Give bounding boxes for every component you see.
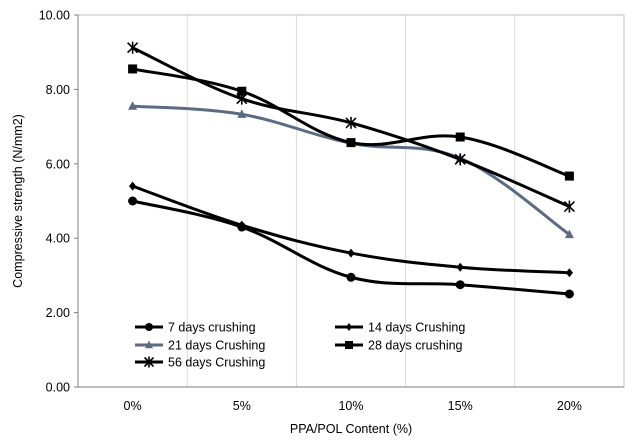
x-tick-label: 20% [557, 399, 582, 413]
y-axis-title: Compressive strength (N/mm2) [11, 114, 25, 288]
series-5 [127, 41, 575, 213]
legend-label: 14 days Crushing [368, 321, 465, 335]
grid [77, 15, 625, 387]
legend-label: 7 days crushing [168, 321, 256, 335]
y-tick-label: 10.00 [39, 9, 70, 23]
legend-marker [143, 356, 155, 368]
data-point [127, 41, 139, 54]
data-point [564, 289, 574, 299]
series-line [131, 184, 571, 275]
legend-item: 14 days Crushing [335, 321, 465, 335]
data-point [346, 272, 356, 282]
y-tick-label: 8.00 [46, 83, 70, 97]
data-point [128, 64, 138, 74]
legend: 7 days crushing 14 days Crushing 21 days C… [135, 321, 465, 370]
y-tick-label: 0.00 [46, 381, 70, 395]
data-point [129, 181, 137, 191]
y-tick-label: 4.00 [46, 232, 70, 246]
plot-frame [77, 14, 625, 388]
data-point [564, 229, 574, 239]
series-2 [129, 181, 573, 278]
legend-item: 28 days crushing [335, 339, 463, 353]
legend-label: 21 days Crushing [168, 339, 265, 353]
x-axis-title: PPA/POL Content (%) [290, 422, 412, 436]
data-point [128, 101, 138, 110]
data-point [237, 109, 247, 118]
legend-marker [145, 323, 153, 331]
data-point [455, 132, 465, 142]
y-tick-label: 2.00 [46, 306, 70, 320]
legend-item: 56 days Crushing [135, 356, 265, 370]
data-point [128, 196, 138, 206]
data-point [236, 92, 248, 105]
legend-marker [345, 341, 353, 349]
legend-item: 21 days Crushing [135, 339, 265, 353]
data-point [238, 220, 246, 230]
data-point [346, 138, 356, 148]
x-tick-label: 10% [338, 399, 363, 413]
series-layer [127, 41, 575, 299]
legend-marker [145, 340, 153, 349]
data-point [565, 268, 573, 278]
data-point [563, 200, 575, 213]
legend-label: 28 days crushing [368, 339, 463, 353]
x-tick-label: 15% [448, 399, 473, 413]
data-point [455, 280, 465, 290]
legend-label: 56 days Crushing [168, 356, 265, 370]
data-point [237, 86, 247, 96]
data-point [456, 262, 464, 272]
data-point [454, 153, 466, 166]
series-4 [128, 64, 574, 181]
x-tick-label: 5% [233, 399, 251, 413]
legend-item: 7 days crushing [135, 321, 256, 335]
data-point [564, 171, 574, 181]
axes: 0.00 2.00 4.00 6.00 8.00 10.00 0% 5% 10% 15% 20% [39, 9, 625, 413]
legend-marker [345, 323, 353, 331]
x-tick-label: 0% [124, 399, 142, 413]
data-point [347, 248, 355, 258]
data-point [345, 116, 357, 129]
series-1 [128, 196, 574, 299]
y-tick-label: 6.00 [46, 157, 70, 171]
